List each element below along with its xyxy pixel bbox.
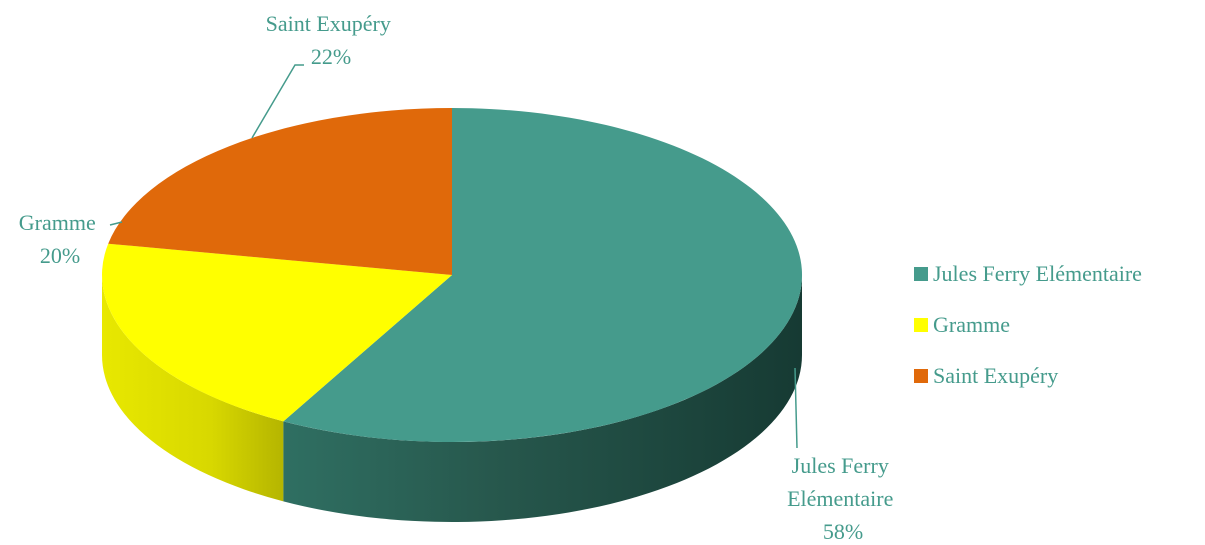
leader-line-jules-ferry bbox=[794, 367, 798, 449]
data-label-jules-ferry: Jules Ferry Elémentaire 58% bbox=[787, 453, 899, 544]
legend-swatch-jules-ferry bbox=[914, 267, 928, 281]
legend: Jules Ferry Elémentaire Gramme Saint Exu… bbox=[914, 261, 1142, 388]
legend-swatch-gramme bbox=[914, 318, 928, 332]
leader-line-saint-exupery bbox=[251, 64, 304, 139]
data-label-gramme: Gramme 20% bbox=[19, 210, 101, 268]
legend-item-saint-exupery: Saint Exupéry bbox=[914, 363, 1058, 388]
slice-gramme bbox=[102, 243, 452, 422]
legend-item-jules-ferry: Jules Ferry Elémentaire bbox=[914, 261, 1142, 286]
slice-saint-exupery bbox=[108, 108, 452, 275]
slice-side-gramme bbox=[102, 275, 284, 502]
legend-label-gramme: Gramme bbox=[933, 312, 1010, 337]
pie-top-faces bbox=[102, 108, 803, 442]
legend-swatch-saint-exupery bbox=[914, 369, 928, 383]
leader-line-gramme bbox=[109, 221, 123, 226]
legend-item-gramme: Gramme bbox=[914, 312, 1010, 337]
legend-label-saint-exupery: Saint Exupéry bbox=[933, 363, 1058, 388]
slice-jules-ferry-elementaire bbox=[283, 108, 803, 442]
pie-side-walls bbox=[102, 275, 802, 522]
slice-side-jules-ferry bbox=[283, 275, 802, 522]
data-label-saint-exupery: Saint Exupéry 22% bbox=[266, 11, 397, 69]
legend-label-jules-ferry: Jules Ferry Elémentaire bbox=[933, 261, 1142, 286]
